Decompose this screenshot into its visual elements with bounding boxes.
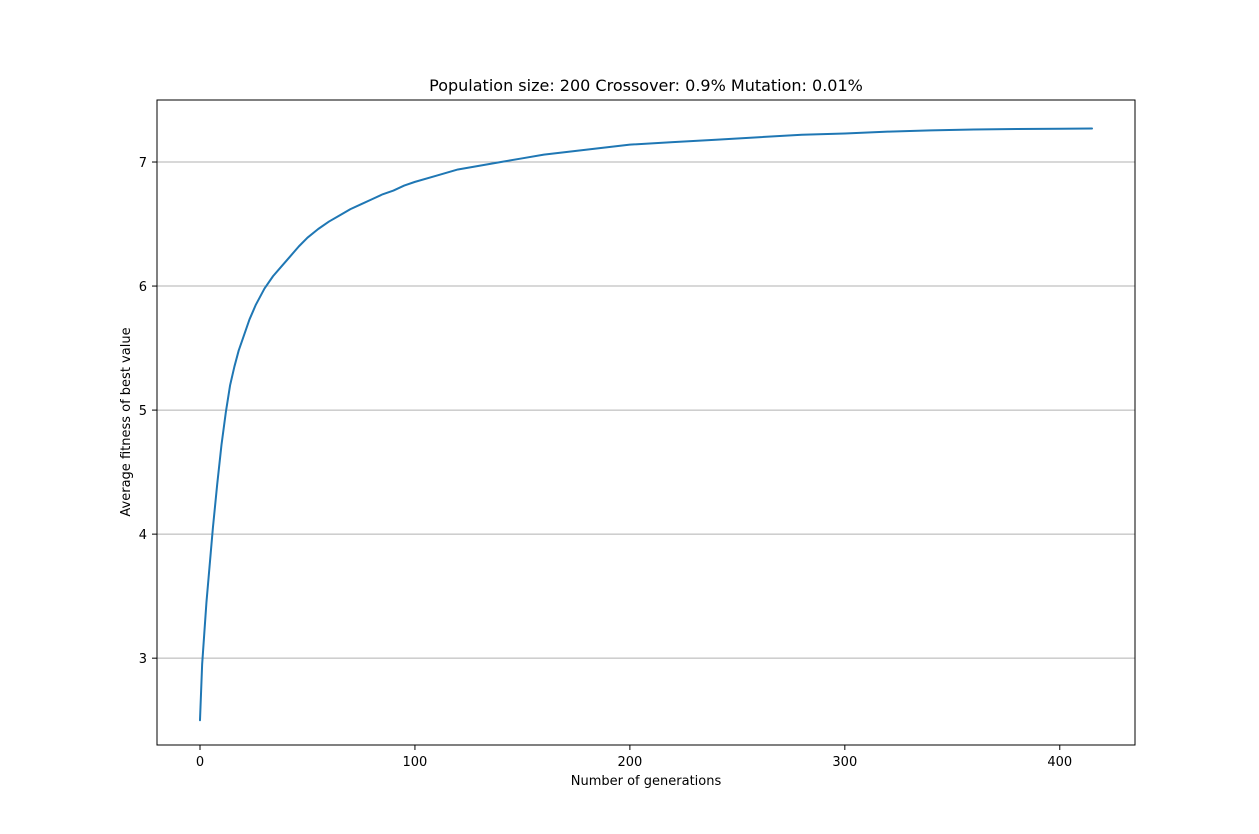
plot-area-frame [156,99,1136,746]
y-tick-label: 4 [139,528,147,543]
y-axis-label: Average fitness of best value [119,327,134,516]
y-tick-label: 6 [139,280,147,295]
grid-lines [157,161,1135,659]
x-axis: 0 100 200 300 400 [196,745,1072,770]
x-tick-label: 300 [832,755,857,770]
y-tick-label: 3 [139,652,147,667]
y-tick-label: 5 [139,404,147,419]
chart-title: Population size: 200 Crossover: 0.9% Mut… [429,76,863,95]
x-axis-label: Number of generations [571,774,722,789]
series-layer [198,127,1094,722]
y-tick-label: 7 [139,156,147,171]
x-tick-label: 400 [1047,755,1072,770]
x-tick-label: 100 [403,755,428,770]
series-line [198,127,1094,722]
x-tick-label: 200 [617,755,642,770]
y-axis: 3 4 5 6 7 [139,156,157,667]
x-tick-label: 0 [196,755,204,770]
